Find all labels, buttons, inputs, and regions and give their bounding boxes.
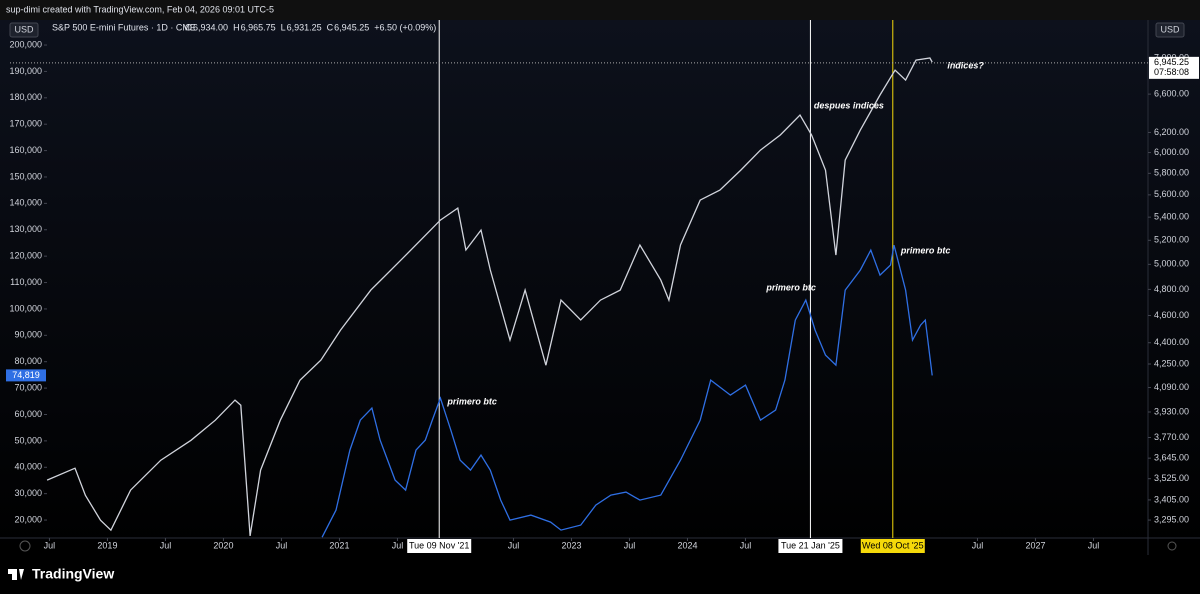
y2-tick-label: 5,400.00	[1154, 212, 1189, 222]
y2-tick-label: 5,000.00	[1154, 259, 1189, 269]
y-tick-label: 100,000	[9, 303, 42, 313]
y2-tick-label: 3,930.00	[1154, 406, 1189, 416]
y-unit: USD	[14, 24, 34, 34]
x-tick-label: Jul	[624, 540, 636, 550]
y2-tick-label: 6,200.00	[1154, 127, 1189, 137]
y2-tick-label: 3,770.00	[1154, 432, 1189, 442]
y-tick-label: 190,000	[9, 66, 42, 76]
annotation: indices?	[947, 60, 984, 70]
y-tick-label: 90,000	[14, 330, 42, 340]
y-tick-label: 160,000	[9, 145, 42, 155]
x-tick-label: 2021	[329, 540, 349, 550]
y2-tick-label: 4,600.00	[1154, 310, 1189, 320]
annotation: primero btc	[446, 396, 497, 406]
y2-tick-label: 5,800.00	[1154, 168, 1189, 178]
brand: TradingView	[32, 566, 114, 582]
ohlc-key: O	[185, 22, 192, 32]
x-tick-label: Jul	[508, 540, 520, 550]
ohlc-key: L	[281, 22, 286, 32]
footer-bg	[0, 555, 1200, 594]
price-tag	[6, 369, 46, 382]
price-label: 74,819	[12, 370, 40, 380]
ohlc-value: 6,965.75	[241, 22, 276, 32]
unit-box	[1155, 22, 1185, 38]
marker-tag	[778, 539, 843, 553]
chart-bg	[0, 20, 1200, 555]
marker-label: Tue 09 Nov '21	[409, 540, 469, 550]
annotation: primero btc	[900, 245, 951, 255]
y-tick-label: 180,000	[9, 92, 42, 102]
x-tick-label: Jul	[160, 540, 172, 550]
marker-label: Wed 08 Oct '25	[862, 540, 924, 550]
y-tick-label: 200,000	[9, 39, 42, 49]
header: sup-dimi created with TradingView.com, F…	[6, 4, 274, 14]
annotation: primero btc	[765, 282, 816, 292]
countdown: 07:58:08	[1154, 67, 1189, 77]
y-tick-label: 150,000	[9, 171, 42, 181]
x-tick-label: Jul	[276, 540, 288, 550]
y-tick-label: 30,000	[14, 488, 42, 498]
y-tick-label: 170,000	[9, 119, 42, 129]
y2-tick-label: 5,200.00	[1154, 235, 1189, 245]
price-tag	[1149, 56, 1199, 79]
legend-title: S&P 500 E-mini Futures · 1D · CME	[52, 22, 196, 32]
x-tick-label: 2020	[213, 540, 233, 550]
settings-icon[interactable]	[1167, 541, 1177, 551]
x-tick-label: Jul	[740, 540, 752, 550]
x-tick-label: Jul	[1088, 540, 1100, 550]
top-bar	[0, 0, 1200, 20]
x-tick-label: Jul	[972, 540, 984, 550]
y2-tick-label: 6,600.00	[1154, 88, 1189, 98]
ohlc-key: H	[233, 22, 240, 32]
y2-tick-label: 6,000.00	[1154, 147, 1189, 157]
annotation: despues indices	[814, 100, 884, 110]
ohlc-change: +6.50 (+0.09%)	[374, 22, 436, 32]
y2-tick-label: 3,405.00	[1154, 494, 1189, 504]
x-tick-label: 2023	[561, 540, 581, 550]
zoom-icon[interactable]	[19, 540, 31, 552]
ohlc-value: 6,945.25	[334, 22, 369, 32]
series-line	[46, 57, 933, 537]
marker-tag	[860, 539, 925, 553]
y-tick-label: 140,000	[9, 198, 42, 208]
marker-label: Tue 21 Jan '25	[781, 540, 840, 550]
y2-tick-label: 4,800.00	[1154, 284, 1189, 294]
y2-tick-label: 3,525.00	[1154, 473, 1189, 483]
y2-tick-label: 4,090.00	[1154, 382, 1189, 392]
series-line	[321, 244, 933, 538]
x-tick-label: 2019	[97, 540, 117, 550]
marker-tag	[407, 539, 472, 553]
y-tick-label: 20,000	[14, 514, 42, 524]
y-tick-label: 80,000	[14, 356, 42, 366]
y-tick-label: 60,000	[14, 409, 42, 419]
y-tick-label: 120,000	[9, 251, 42, 261]
y-tick-label: 130,000	[9, 224, 42, 234]
x-tick-label: 2024	[677, 540, 697, 550]
y2-tick-label: 3,295.00	[1154, 514, 1189, 524]
price-label: 6,945.25	[1154, 57, 1189, 67]
ohlc-value: 6,934.00	[193, 22, 228, 32]
y2-tick-label: 4,400.00	[1154, 337, 1189, 347]
x-tick-label: Jul	[392, 540, 404, 550]
x-tick-label: 2027	[1025, 540, 1045, 550]
y-tick-label: 40,000	[14, 462, 42, 472]
ohlc-value: 6,931.25	[287, 22, 322, 32]
y2-tick-label: 3,645.00	[1154, 453, 1189, 463]
y2-tick-label: 5,600.00	[1154, 189, 1189, 199]
unit-box	[9, 22, 39, 38]
y2-tick-label: 4,250.00	[1154, 358, 1189, 368]
ohlc-key: C	[327, 22, 334, 32]
y-tick-label: 50,000	[14, 435, 42, 445]
y-tick-label: 110,000	[10, 277, 42, 287]
x-tick-label: Jul	[44, 540, 56, 550]
y2-unit: USD	[1160, 24, 1180, 34]
y-tick-label: 70,000	[14, 382, 42, 392]
logo	[8, 569, 24, 580]
